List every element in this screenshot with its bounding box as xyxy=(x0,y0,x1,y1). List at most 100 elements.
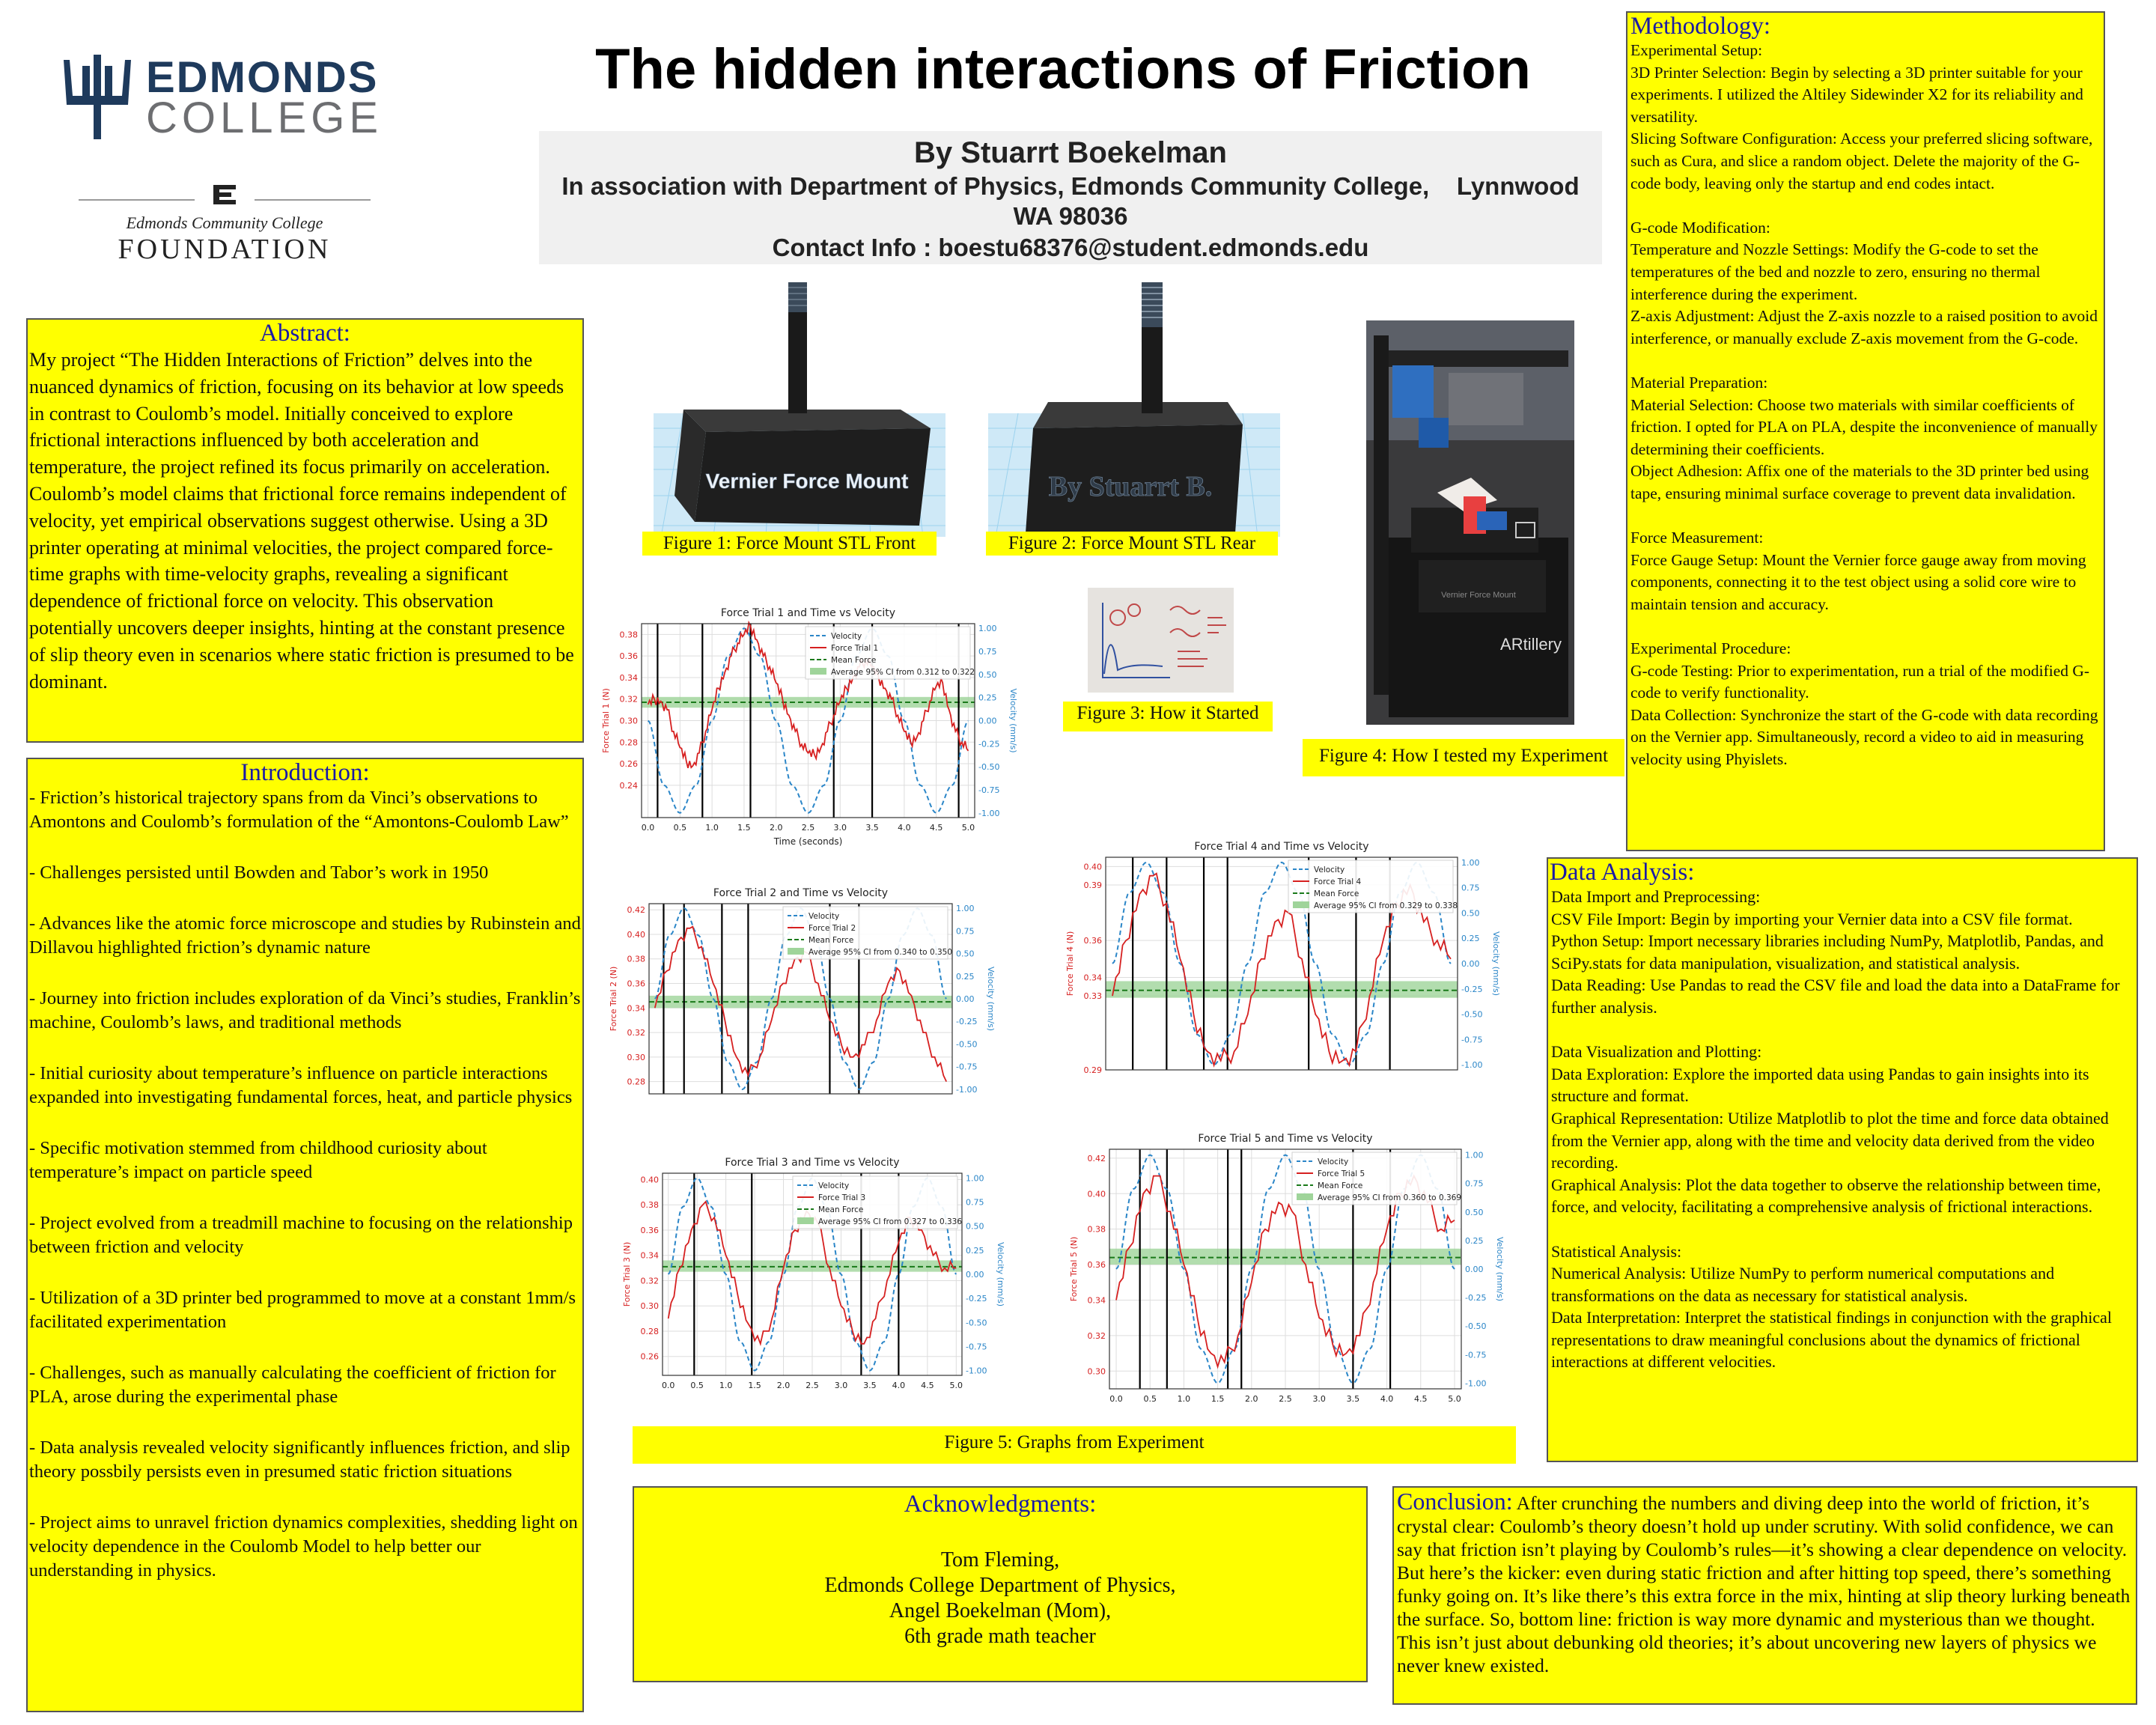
y-tick-label: 0.36 xyxy=(627,979,646,989)
x-tick-label: 3.5 xyxy=(1347,1394,1360,1404)
trident-icon xyxy=(64,55,131,139)
y2-tick-label: 0.00 xyxy=(966,1270,984,1280)
foundation-e-icon xyxy=(79,185,371,204)
x-tick-label: 2.0 xyxy=(777,1381,791,1390)
y-axis-label: Force Trial 4 (N) xyxy=(1065,931,1075,997)
acknowledgments-heading: Acknowledgments: xyxy=(904,1491,1097,1518)
contact-info: Contact Info : boestu68376@student.edmon… xyxy=(772,234,1369,261)
chart-svg: Force Trial 4 and Time vs Velocity 0.40 0.… xyxy=(1059,835,1501,1082)
legend-label: Average 95% CI from 0.329 to 0.338 xyxy=(1314,901,1458,910)
x-tick-label: 4.5 xyxy=(1414,1394,1428,1404)
photo-mount-text: Vernier Force Mount xyxy=(1441,591,1516,600)
y-tick-label: 0.33 xyxy=(1084,991,1103,1001)
author-header: By Stuarrt Boekelman In association with… xyxy=(539,131,1602,264)
ack-line: Angel Boekelman (Mom), xyxy=(889,1599,1112,1622)
x-tick-label: 2.5 xyxy=(1279,1394,1292,1404)
x-tick-label: 5.0 xyxy=(1448,1394,1461,1404)
y2-tick-label: -0.25 xyxy=(1461,985,1482,994)
y2-tick-label: 0.50 xyxy=(1465,1208,1484,1217)
x-tick-label: 1.5 xyxy=(1211,1394,1225,1404)
chart-svg: Force Trial 3 and Time vs Velocity 0.40 0.… xyxy=(616,1151,1005,1398)
methodology-heading: Methodology: xyxy=(1630,13,1770,40)
y-tick-label: 0.32 xyxy=(1088,1331,1106,1341)
y2-tick-label: 0.00 xyxy=(956,994,975,1004)
plot-frame xyxy=(1105,857,1458,1071)
x-tick-label: 4.0 xyxy=(1380,1394,1394,1404)
data-analysis-box: Data Analysis: Data Import and Preproces… xyxy=(1547,857,2138,1462)
y2-tick-label: 0.50 xyxy=(956,949,975,959)
chart-title: Force Trial 1 and Time vs Velocity xyxy=(721,607,895,619)
y2-tick-label: -1.00 xyxy=(978,809,999,818)
figure-3-image xyxy=(1088,588,1234,693)
y2-tick-label: 0.00 xyxy=(1461,959,1480,969)
y-tick-label: 0.34 xyxy=(627,1003,646,1013)
foundation-name-top: Edmonds Community College xyxy=(126,213,323,232)
y-tick-label: 0.36 xyxy=(1088,1260,1106,1270)
photo-brand-text: ARtillery xyxy=(1500,635,1562,654)
affiliation-line-1: In association with Department of Physic… xyxy=(561,172,1580,200)
legend-label: Average 95% CI from 0.340 to 0.350 xyxy=(808,948,952,957)
y2-tick-label: 0.75 xyxy=(966,1198,984,1208)
y2-tick-label: -0.50 xyxy=(966,1318,987,1327)
intro-item: - Challenges, such as manually calculati… xyxy=(29,1363,556,1407)
y-tick-label: 0.24 xyxy=(620,781,639,791)
y-tick-label: 0.36 xyxy=(1084,936,1103,946)
force-trial-1-chart: Force Trial 1 and Time vs Velocity 0.38 0.… xyxy=(595,601,1018,852)
y2-tick-label: 1.00 xyxy=(978,624,997,633)
y2-tick-label: 0.00 xyxy=(978,717,997,726)
ack-line: Tom Fleming, xyxy=(940,1548,1060,1572)
figure-1-caption: Figure 1: Force Mount STL Front xyxy=(642,532,937,556)
force-mount-rear-render: By Stuarrt B. xyxy=(988,282,1280,538)
legend-swatch xyxy=(788,948,804,955)
intro-item: - Challenges persisted until Bowden and … xyxy=(29,862,489,883)
intro-item: - Project evolved from a treadmill machi… xyxy=(29,1213,573,1257)
y2-tick-label: -0.75 xyxy=(1465,1350,1486,1360)
abstract-text: My project “The Hidden Interactions of F… xyxy=(29,349,574,693)
y2-tick-label: 0.25 xyxy=(966,1246,984,1256)
intro-item: - Initial curiosity about temperature’s … xyxy=(29,1063,573,1107)
y-tick-label: 0.30 xyxy=(627,1053,646,1062)
edmonds-college-logo: EDMONDS COLLEGE xyxy=(56,51,393,142)
y-axis-label: Force Trial 3 (N) xyxy=(622,1242,632,1307)
force-trial-3-chart: Force Trial 3 and Time vs Velocity 0.40 0.… xyxy=(616,1151,1005,1398)
chart-svg: Force Trial 2 and Time vs Velocity 0.42 0.… xyxy=(603,881,996,1106)
ack-line: 6th grade math teacher xyxy=(904,1625,1096,1648)
chart-title: Force Trial 4 and Time vs Velocity xyxy=(1194,841,1368,853)
y2-tick-label: 1.00 xyxy=(1465,1151,1484,1160)
y-tick-label: 0.42 xyxy=(1088,1154,1106,1163)
conclusion-box: Conclusion: After crunching the numbers … xyxy=(1392,1486,2137,1705)
y-tick-label: 0.40 xyxy=(627,930,646,940)
x-tick-label: 4.0 xyxy=(898,823,911,833)
y-tick-label: 0.28 xyxy=(620,737,639,747)
y2-tick-label: -0.75 xyxy=(978,785,999,795)
x-tick-label: 3.5 xyxy=(865,823,879,833)
y2-tick-label: 0.25 xyxy=(1461,934,1480,943)
y2-tick-label: 1.00 xyxy=(1461,858,1480,868)
y2-tick-label: 0.75 xyxy=(978,647,997,657)
legend-label: Velocity xyxy=(808,912,839,921)
y-tick-label: 0.40 xyxy=(1084,862,1103,871)
legend-box xyxy=(792,1175,958,1229)
legend-label: Force Trial 2 xyxy=(808,924,856,933)
intro-item: - Data analysis revealed velocity signif… xyxy=(29,1438,570,1482)
plot-frame xyxy=(648,903,953,1095)
figure-5-caption: Figure 5: Graphs from Experiment xyxy=(633,1426,1516,1464)
y-tick-label: 0.29 xyxy=(1084,1065,1103,1075)
y-tick-label: 0.26 xyxy=(620,759,639,769)
y-tick-label: 0.32 xyxy=(620,695,639,705)
ci-band xyxy=(1109,1248,1461,1265)
legend-label: Velocity xyxy=(1318,1157,1348,1166)
figure-1-image: Vernier Force Mount xyxy=(654,279,945,538)
y-tick-label: 0.42 xyxy=(627,905,646,915)
conclusion-paragraph: Conclusion: After crunching the numbers … xyxy=(1394,1488,2136,1677)
intro-item: - Friction’s historical trajectory spans… xyxy=(29,788,569,832)
conclusion-heading: Conclusion: xyxy=(1397,1488,1513,1515)
y2-tick-label: 0.25 xyxy=(1465,1236,1484,1246)
y-tick-label: 0.38 xyxy=(620,630,639,639)
y-tick-label: 0.30 xyxy=(641,1301,660,1311)
y2-axis-label: Velocity (mm/s) xyxy=(1008,688,1018,752)
y2-tick-label: 0.75 xyxy=(1465,1179,1484,1189)
x-tick-label: 3.0 xyxy=(1312,1394,1326,1404)
data-analysis-heading: Data Analysis: xyxy=(1550,859,1695,886)
y-tick-label: 0.32 xyxy=(641,1276,660,1286)
